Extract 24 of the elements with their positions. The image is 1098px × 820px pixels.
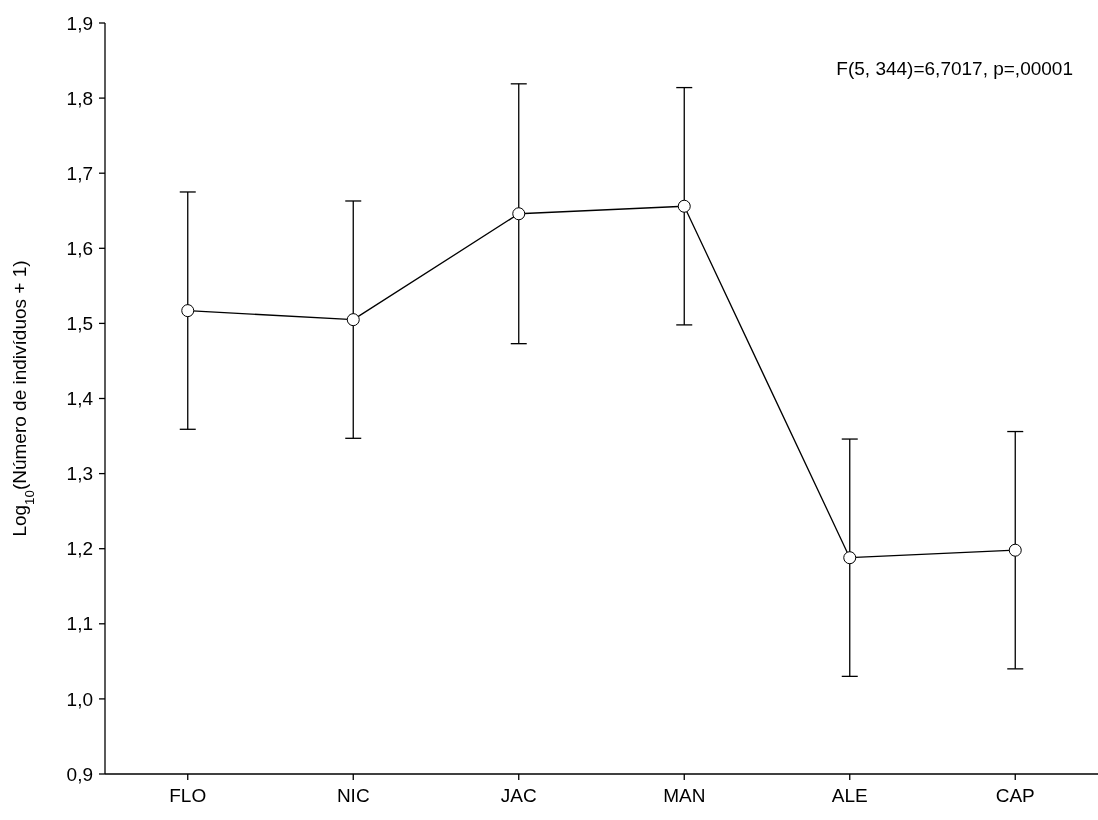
- point: [677, 199, 691, 213]
- x-tick-label: FLO: [169, 785, 207, 806]
- x-tick-label: NIC: [336, 785, 370, 806]
- point: [1008, 543, 1022, 557]
- y-tick-label: 1,2: [66, 538, 93, 560]
- point: [512, 207, 526, 221]
- x-tick-label: MAN: [663, 785, 706, 806]
- y-tick-label: 1,8: [66, 87, 93, 109]
- x-tick-label: CAP: [995, 785, 1035, 806]
- y-tick-label: 1,7: [66, 162, 93, 184]
- y-tick-label: 1,0: [66, 688, 93, 710]
- y-tick-label: 1,6: [66, 237, 93, 259]
- y-tick-label: 1,5: [66, 313, 93, 335]
- point: [843, 551, 857, 565]
- annotation: F(5, 344)=6,7017, p=,00001: [836, 58, 1073, 79]
- y-tick-label: 1,4: [66, 388, 94, 410]
- x-tick-label: ALE: [831, 785, 868, 806]
- x-tick-label: JAC: [500, 785, 537, 806]
- point: [181, 304, 195, 318]
- y-tick-label: 1,1: [66, 613, 93, 635]
- y-tick-label: 0,9: [66, 763, 93, 785]
- point: [346, 313, 360, 327]
- y-tick-label: 1,9: [66, 12, 93, 34]
- y-tick-label: 1,3: [66, 463, 93, 485]
